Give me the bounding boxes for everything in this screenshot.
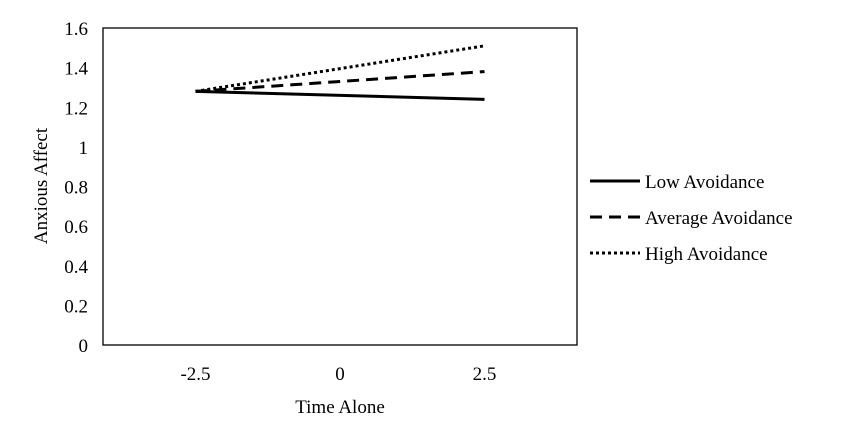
- y-axis-title: Anxious Affect: [31, 127, 52, 244]
- legend-label: Average Avoidance: [645, 208, 793, 229]
- x-tick-label: -2.5: [180, 364, 210, 385]
- y-tick-label: 0: [79, 336, 89, 357]
- x-axis-ticks: -2.5 0 2.5: [180, 364, 496, 385]
- y-tick-label: 0.6: [64, 217, 88, 238]
- legend: Low Avoidance Average Avoidance High Avoid…: [590, 172, 793, 265]
- y-axis-ticks: 0 0.2 0.4 0.6 0.8 1 1.2 1.4 1.6: [64, 19, 88, 357]
- x-tick-label: 0: [335, 364, 345, 385]
- y-tick-label: 0.2: [64, 296, 88, 317]
- y-tick-label: 1: [79, 138, 89, 159]
- series-line-high-avoidance: [195, 44, 485, 93]
- legend-label: Low Avoidance: [645, 172, 764, 193]
- series-line-average-avoidance: [195, 70, 485, 93]
- y-tick-label: 1.2: [64, 98, 88, 119]
- plot-area-frame: [102, 27, 578, 346]
- series-lines: [195, 44, 485, 101]
- x-tick-label: 2.5: [473, 364, 497, 385]
- y-tick-label: 0.8: [64, 178, 88, 199]
- legend-label: High Avoidance: [645, 244, 768, 265]
- series-line-low-avoidance: [195, 89, 485, 101]
- y-tick-label: 1.4: [64, 59, 88, 80]
- y-tick-label: 1.6: [64, 19, 88, 40]
- x-axis-title: Time Alone: [295, 397, 385, 418]
- y-tick-label: 0.4: [64, 257, 88, 278]
